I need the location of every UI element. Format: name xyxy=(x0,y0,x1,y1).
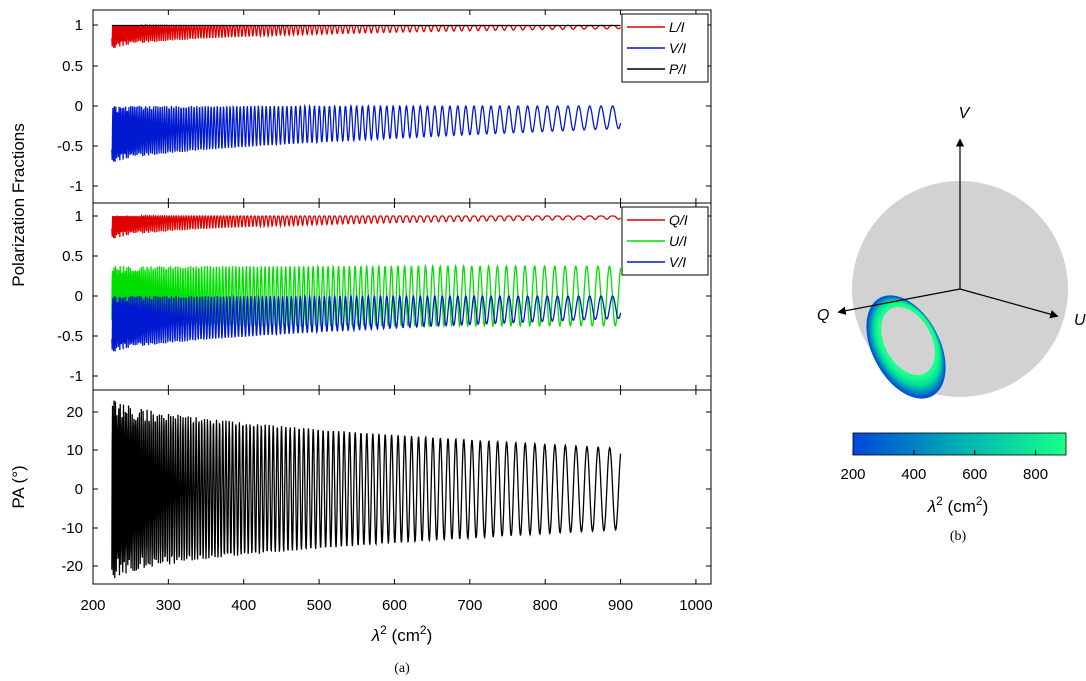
v-axis-label: V xyxy=(959,105,971,122)
y-axis-title-top: Polarization Fractions xyxy=(9,123,28,286)
bottom-plot-frame xyxy=(92,389,712,585)
y-tick-label: -1 xyxy=(70,368,83,385)
y-tick-label: 0 xyxy=(75,288,83,305)
series-line-Q-over-I xyxy=(111,213,622,239)
y-tick-label: -0.5 xyxy=(57,138,83,155)
middle-ticks: 1 0.5 0 -0.5 -1 xyxy=(57,203,711,390)
series-line-U-over-I xyxy=(111,263,622,329)
q-axis-label: Q xyxy=(817,307,829,324)
x-axis-title-close: ) xyxy=(427,626,433,645)
colorbar-title-lambda: λ xyxy=(927,497,936,516)
y-tick-label: 1 xyxy=(75,17,83,34)
series-line-V-over-I-top xyxy=(111,103,622,162)
x-tick-label: 500 xyxy=(307,597,332,614)
y-tick-label: 0.5 xyxy=(62,58,83,75)
colorbar xyxy=(852,432,1067,456)
colorbar-title-unit-sup: 2 xyxy=(976,494,983,508)
y-tick-label: -20 xyxy=(61,558,83,575)
legend-label: P/I xyxy=(669,61,686,77)
colorbar-title-close: ) xyxy=(983,497,989,516)
caption-b: (b) xyxy=(950,529,967,544)
x-axis-title-lambda: λ xyxy=(371,626,380,645)
y-tick-label: 20 xyxy=(66,404,83,421)
legend-label: V/I xyxy=(669,40,686,56)
legend-label: Q/I xyxy=(669,212,688,228)
caption-a: (a) xyxy=(394,661,410,676)
middle-curves xyxy=(111,213,622,352)
series-line-V-over-I-mid xyxy=(111,293,622,352)
y-axis-title-bottom: PA (°) xyxy=(9,465,28,508)
track-ring xyxy=(878,303,938,379)
u-axis-line xyxy=(959,288,1059,319)
x-tick-label: 800 xyxy=(533,597,558,614)
x-axis-title-unit-sup: 2 xyxy=(420,623,427,637)
y-tick-label: -1 xyxy=(70,178,83,195)
colorbar-tick-label: 400 xyxy=(901,466,926,483)
polarization-track xyxy=(866,295,946,399)
colorbar-title-sup: 2 xyxy=(936,494,943,508)
x-tick-label: 700 xyxy=(457,597,482,614)
series-line-L-over-I xyxy=(111,23,622,48)
x-axis-title-unit: (cm xyxy=(387,626,420,645)
x-axis-title: λ2 (cm2) xyxy=(371,623,432,645)
y-tick-label: 0.5 xyxy=(62,248,83,265)
top-plot-frame xyxy=(92,9,712,204)
colorbar-title: λ2 (cm2) xyxy=(927,494,988,516)
x-tick-label: 1000 xyxy=(679,597,712,614)
legend-label: V/I xyxy=(669,254,686,270)
x-tick-label: 300 xyxy=(156,597,181,614)
y-tick-label: 0 xyxy=(75,98,83,115)
y-tick-label: 0 xyxy=(75,481,83,498)
panel-a: 1 0.5 0 -0.5 -1 1 0.5 0 -0.5 -1 20 10 0 -10 -20 200 30… xyxy=(9,9,713,676)
top-curves xyxy=(111,23,622,162)
y-tick-label: -0.5 xyxy=(57,328,83,345)
top-legend: L/I V/I P/I xyxy=(621,13,709,83)
series-line-PA xyxy=(111,400,622,579)
x-tick-label: 600 xyxy=(382,597,407,614)
colorbar-title-unit: (cm xyxy=(943,497,976,516)
legend-label: U/I xyxy=(669,233,687,249)
colorbar-tick-label: 200 xyxy=(840,466,865,483)
y-tick-label: 1 xyxy=(75,208,83,225)
bottom-ticks: 20 10 0 -10 -20 200 300 400 500 600 700 800 900 1000 xyxy=(61,390,713,614)
colorbar-tick-label: 800 xyxy=(1023,466,1048,483)
x-tick-label: 200 xyxy=(80,597,105,614)
x-tick-label: 900 xyxy=(608,597,633,614)
colorbar-tick-label: 600 xyxy=(962,466,987,483)
middle-legend: Q/I U/I V/I xyxy=(621,206,709,276)
colorbar-ticks: 200 400 600 800 xyxy=(840,450,1048,483)
bottom-curves xyxy=(111,400,622,579)
x-axis-title-sup: 2 xyxy=(380,623,387,637)
y-tick-label: 10 xyxy=(66,442,83,459)
x-tick-label: 400 xyxy=(231,597,256,614)
legend-label: L/I xyxy=(669,19,685,35)
y-tick-label: -10 xyxy=(61,520,83,537)
panel-b: V U Q 200 400 600 800 λ2 (cm2) (b) xyxy=(817,105,1086,544)
top-ticks: 1 0.5 0 -0.5 -1 xyxy=(57,10,711,203)
u-axis-label: U xyxy=(1074,312,1086,329)
q-axis-line xyxy=(837,288,961,315)
